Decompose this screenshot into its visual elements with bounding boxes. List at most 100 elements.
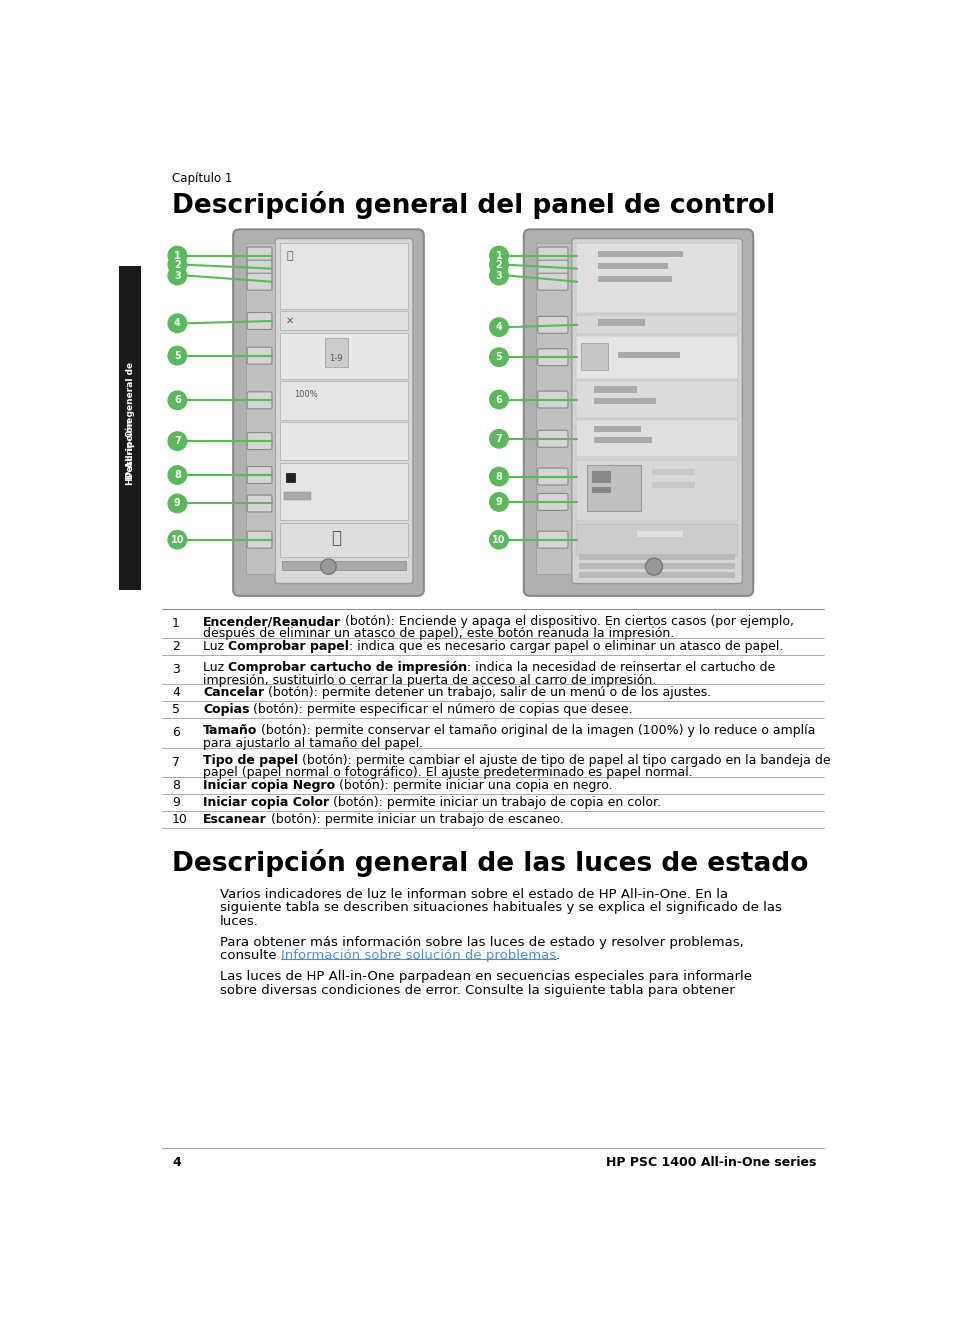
Text: 3: 3 — [496, 271, 502, 280]
Circle shape — [489, 468, 508, 486]
Circle shape — [489, 246, 508, 264]
Circle shape — [489, 267, 508, 285]
Text: 2: 2 — [173, 260, 180, 269]
Text: 7: 7 — [496, 433, 502, 444]
FancyBboxPatch shape — [537, 349, 567, 366]
Bar — [279, 310, 408, 330]
Bar — [119, 267, 141, 589]
Text: 5: 5 — [172, 703, 180, 716]
FancyBboxPatch shape — [247, 531, 272, 548]
Text: 7: 7 — [173, 436, 180, 446]
Text: 5: 5 — [496, 353, 502, 362]
Text: Tipo de papel: Tipo de papel — [203, 754, 297, 766]
Bar — [594, 387, 637, 392]
FancyBboxPatch shape — [537, 316, 567, 333]
Bar — [279, 462, 408, 520]
Text: Tamaño: Tamaño — [203, 724, 257, 737]
Bar — [598, 263, 667, 269]
Bar — [598, 251, 682, 258]
Text: Descripción general de las luces de estado: Descripción general de las luces de esta… — [172, 849, 807, 877]
Text: 1: 1 — [172, 617, 179, 630]
Text: (botón): permite especificar el número de copias que desee.: (botón): permite especificar el número d… — [249, 703, 633, 716]
FancyBboxPatch shape — [247, 392, 272, 408]
FancyBboxPatch shape — [274, 239, 413, 584]
Text: 8: 8 — [173, 470, 181, 480]
Bar — [576, 420, 737, 457]
Circle shape — [168, 391, 187, 410]
Text: 9: 9 — [172, 795, 179, 808]
Text: Copias: Copias — [203, 703, 249, 716]
Bar — [284, 491, 311, 499]
Text: Varios indicadores de luz le informan sobre el estado de HP All-in-One. En la: Varios indicadores de luz le informan so… — [220, 888, 727, 901]
Text: 5: 5 — [173, 350, 180, 361]
Text: Comprobar cartucho de impresión: Comprobar cartucho de impresión — [228, 662, 467, 674]
Text: 4: 4 — [496, 322, 502, 332]
Bar — [286, 473, 294, 482]
Bar — [594, 425, 640, 432]
Text: : indica la necesidad de reinsertar el cartucho de: : indica la necesidad de reinsertar el c… — [467, 662, 775, 674]
FancyBboxPatch shape — [537, 531, 567, 548]
FancyBboxPatch shape — [537, 494, 567, 510]
Bar — [594, 398, 656, 404]
Text: consulte: consulte — [220, 950, 280, 962]
Circle shape — [489, 318, 508, 337]
Text: Escanear: Escanear — [203, 812, 267, 826]
Text: (botón): permite cambiar el ajuste de tipo de papel al tipo cargado en la bandej: (botón): permite cambiar el ajuste de ti… — [297, 754, 830, 766]
Bar — [324, 338, 348, 367]
Text: (botón): permite iniciar un trabajo de copia en color.: (botón): permite iniciar un trabajo de c… — [329, 795, 660, 808]
Circle shape — [168, 432, 187, 450]
FancyBboxPatch shape — [537, 391, 567, 408]
Bar — [576, 380, 737, 417]
Bar — [598, 320, 644, 325]
Text: ⬦: ⬦ — [331, 530, 341, 547]
Text: Encender/Reanudar: Encender/Reanudar — [203, 616, 341, 627]
Bar — [279, 243, 408, 309]
Bar — [637, 531, 682, 538]
FancyBboxPatch shape — [247, 273, 272, 291]
Text: 1-9: 1-9 — [329, 354, 343, 363]
Text: (botón): permite detener un trabajo, salir de un menú o de los ajustes.: (botón): permite detener un trabajo, sal… — [264, 687, 711, 699]
FancyBboxPatch shape — [247, 433, 272, 449]
Bar — [279, 523, 408, 557]
Text: Descripción general de: Descripción general de — [125, 362, 134, 480]
Bar — [652, 482, 695, 487]
Text: (botón): permite iniciar una copia en negro.: (botón): permite iniciar una copia en ne… — [335, 779, 612, 791]
Circle shape — [489, 493, 508, 511]
FancyBboxPatch shape — [247, 260, 272, 277]
Bar — [576, 523, 737, 556]
Text: HP PSC 1400 All-in-One series: HP PSC 1400 All-in-One series — [606, 1156, 816, 1169]
Bar — [536, 243, 571, 575]
Text: impresión, sustituirlo o cerrar la puerta de acceso al carro de impresión.: impresión, sustituirlo o cerrar la puert… — [203, 674, 656, 687]
Bar — [617, 351, 679, 358]
FancyBboxPatch shape — [537, 260, 567, 277]
Text: (botón): permite iniciar un trabajo de escaneo.: (botón): permite iniciar un trabajo de e… — [267, 812, 563, 826]
Text: 9: 9 — [496, 497, 502, 507]
Text: 10: 10 — [172, 812, 188, 826]
Bar — [576, 460, 737, 522]
FancyBboxPatch shape — [247, 313, 272, 329]
Text: Cancelar: Cancelar — [203, 687, 264, 699]
Circle shape — [168, 255, 187, 273]
Bar — [580, 343, 608, 370]
FancyBboxPatch shape — [247, 247, 272, 264]
Bar — [282, 561, 406, 571]
Text: Luz: Luz — [203, 662, 228, 674]
Circle shape — [489, 531, 508, 550]
Text: 1: 1 — [496, 251, 502, 260]
Bar — [586, 465, 640, 511]
FancyBboxPatch shape — [247, 466, 272, 483]
FancyBboxPatch shape — [537, 468, 567, 485]
Bar — [594, 437, 652, 444]
Text: Luz: Luz — [203, 641, 228, 653]
Text: 6: 6 — [496, 395, 502, 404]
Text: siguiente tabla se describen situaciones habituales y se explica el significado : siguiente tabla se describen situaciones… — [220, 901, 781, 914]
Bar — [576, 243, 737, 313]
Text: 6: 6 — [172, 727, 179, 740]
Circle shape — [168, 346, 187, 365]
Text: .: . — [556, 950, 559, 962]
Text: Capítulo 1: Capítulo 1 — [172, 172, 233, 185]
Circle shape — [489, 347, 508, 366]
FancyBboxPatch shape — [247, 495, 272, 513]
Circle shape — [489, 390, 508, 408]
Bar — [576, 337, 737, 379]
